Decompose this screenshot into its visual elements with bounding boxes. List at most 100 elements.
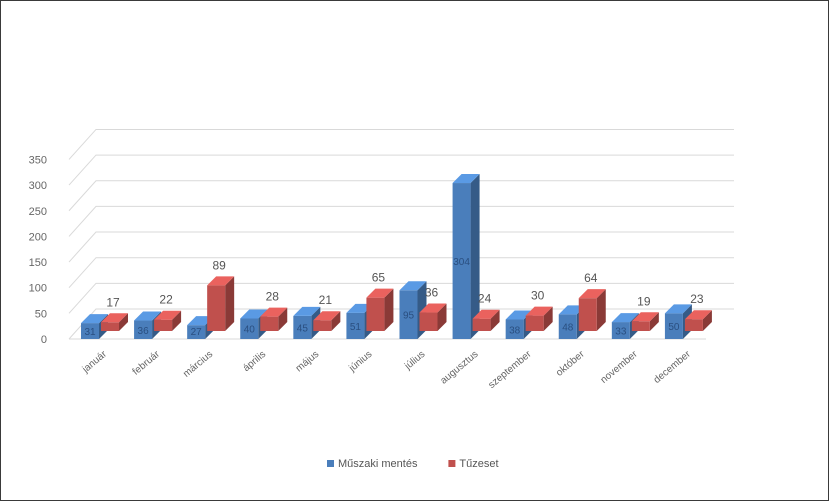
bar-tuzeset-2 (207, 276, 235, 331)
y-tick-label: 100 (29, 283, 47, 295)
bar-tuzeset-7 (472, 309, 500, 331)
data-label: 19 (637, 294, 651, 308)
bar-top (154, 310, 182, 320)
gridline (68, 180, 734, 212)
bar-top (134, 311, 162, 321)
bar-value-label: 40 (244, 325, 256, 336)
bar-tuzeset-11 (684, 310, 712, 331)
legend: Műszaki mentés Tűzeset (327, 458, 499, 470)
bar-top (81, 314, 108, 324)
bar-top (525, 306, 553, 316)
data-label: 17 (106, 295, 120, 309)
gridline (68, 231, 734, 263)
bar-front (81, 323, 99, 339)
gridline (68, 308, 734, 340)
bar-top (207, 276, 235, 286)
y-tick-label: 300 (29, 180, 47, 192)
bar-front (134, 320, 153, 339)
bar-top (366, 288, 394, 298)
bar-top (452, 174, 480, 184)
bar-tuzeset-10 (631, 312, 659, 331)
bar-muszaki-0 (81, 314, 108, 339)
bar-front (154, 319, 173, 331)
bar-top (664, 304, 692, 314)
bar-front (631, 321, 650, 331)
x-tick-label: június (346, 349, 374, 375)
legend-swatch (327, 460, 334, 467)
x-tick-label: november (599, 348, 641, 385)
x-tick-label: április (241, 349, 268, 374)
y-tick-label: 0 (41, 334, 47, 346)
bar-side (702, 310, 712, 331)
data-label: 21 (319, 293, 333, 307)
data-label: 89 (212, 258, 226, 272)
legend-label: Tűzeset (459, 458, 498, 470)
bar-tuzeset-3 (260, 307, 288, 331)
bar-side (119, 313, 128, 331)
bar-front (452, 183, 471, 339)
bar-top (313, 311, 341, 321)
bar-front (313, 320, 332, 331)
bar-side (172, 310, 182, 331)
bar-front (558, 314, 577, 339)
bar-front (611, 322, 630, 339)
bar-top (472, 309, 500, 319)
legend-swatch (448, 460, 456, 467)
bar-top (419, 303, 447, 313)
gridlines (68, 128, 734, 340)
bar-top (631, 312, 659, 322)
bar-value-label: 304 (453, 257, 470, 268)
y-tick-label: 250 (29, 206, 47, 218)
x-tick-label: október (554, 348, 587, 378)
bar-top (240, 309, 268, 319)
bar-value-label: 31 (84, 327, 96, 338)
y-tick-label: 350 (29, 154, 47, 166)
bar-value-label: 33 (615, 327, 627, 338)
x-axis: január február március április május június jú… (80, 348, 694, 390)
bar-value-label: 45 (297, 323, 309, 334)
gridline (68, 154, 734, 186)
y-tick-label: 150 (29, 257, 47, 269)
data-label: 64 (584, 271, 598, 285)
data-label: 22 (159, 293, 173, 307)
bar-tuzeset-0 (101, 313, 128, 331)
gridline (68, 205, 734, 237)
gridline (68, 128, 734, 160)
bars: 31 17 36 22 27 89 40 28 45 21 51 65 95 36 304 24 38 30 48 6… (81, 174, 712, 339)
y-tick-label: 50 (35, 308, 47, 320)
bar-side (596, 289, 606, 331)
bar-front (101, 322, 119, 331)
bar-tuzeset-6 (419, 303, 447, 331)
bar-front (578, 298, 597, 331)
bar-value-label: 38 (509, 325, 521, 336)
data-label: 23 (690, 292, 704, 306)
bar-front (525, 315, 544, 331)
legend-label: Műszaki mentés (338, 458, 418, 470)
bar-top (101, 313, 128, 323)
bar-front (293, 315, 312, 339)
bar-side (331, 311, 341, 331)
x-tick-label: augusztus (439, 349, 481, 387)
bar-top (684, 310, 712, 320)
bar-side (278, 307, 288, 331)
bar-value-label: 51 (350, 322, 362, 333)
bar-front (664, 313, 683, 339)
bar-front (366, 297, 385, 331)
bar-tuzeset-8 (525, 306, 553, 331)
bar-side (437, 303, 447, 331)
data-label: 30 (531, 289, 545, 303)
bar-front (207, 285, 226, 331)
data-label: 28 (266, 290, 280, 304)
x-tick-label: december (652, 348, 694, 385)
bar-front (684, 319, 703, 331)
x-tick-label: szeptember (486, 348, 534, 390)
bar-front (419, 312, 438, 331)
data-label: 65 (372, 271, 386, 285)
bar-top (399, 281, 427, 291)
bar-front (346, 312, 365, 339)
y-tick-label: 200 (29, 231, 47, 243)
bar-muszaki-7 (452, 174, 480, 339)
bar-front (472, 318, 491, 331)
